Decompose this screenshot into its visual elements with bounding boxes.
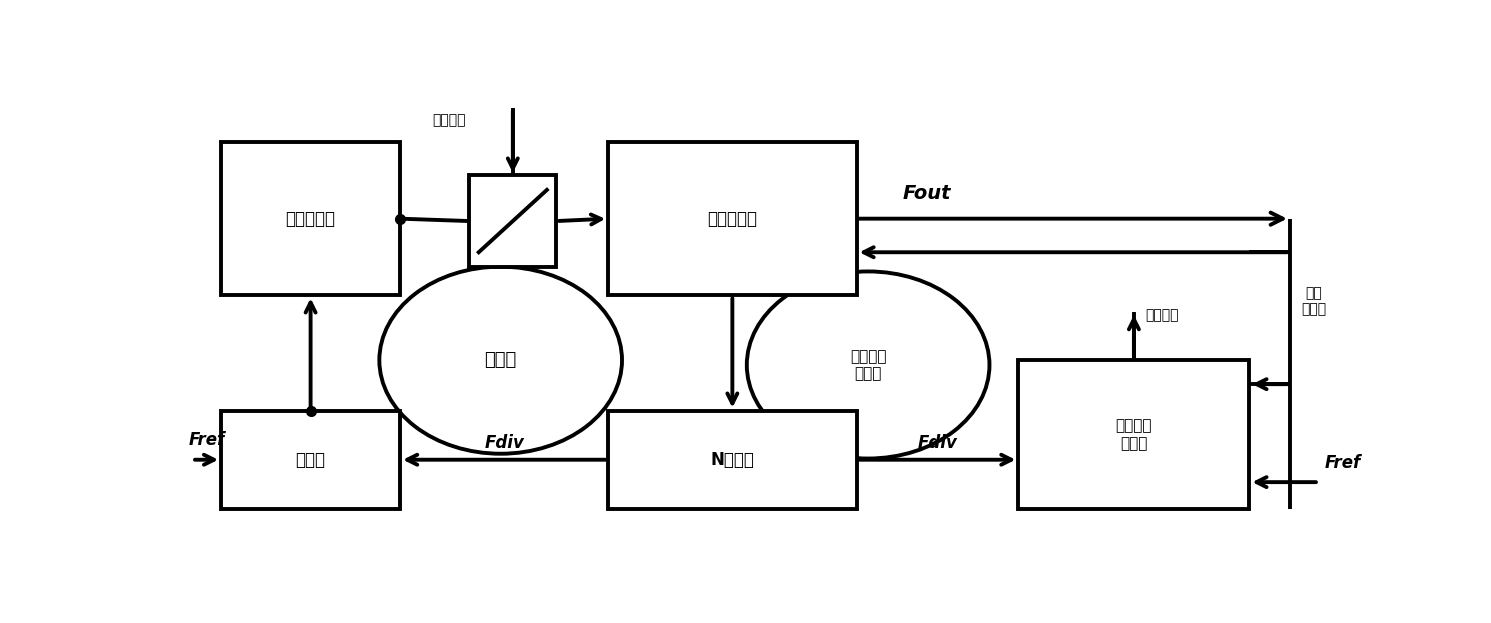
Text: 环路滤波器: 环路滤波器 (286, 210, 335, 227)
FancyBboxPatch shape (221, 142, 400, 295)
Text: N分频器: N分频器 (710, 450, 754, 468)
Text: Fdiv: Fdiv (485, 434, 523, 452)
FancyBboxPatch shape (221, 411, 400, 509)
Text: 压控振荡器: 压控振荡器 (707, 210, 757, 227)
Text: 控能信号: 控能信号 (1145, 308, 1179, 322)
FancyBboxPatch shape (1018, 360, 1249, 509)
Text: 粗调频率
控制块: 粗调频率 控制块 (1115, 418, 1153, 451)
Text: Fdiv: Fdiv (917, 434, 957, 452)
FancyBboxPatch shape (608, 142, 856, 295)
Text: 数字
输入字: 数字 输入字 (1302, 287, 1327, 316)
FancyBboxPatch shape (608, 411, 856, 509)
Text: Fref: Fref (189, 431, 225, 449)
Ellipse shape (747, 272, 990, 459)
Ellipse shape (379, 267, 622, 454)
Text: Fref: Fref (1324, 454, 1361, 472)
Text: 粗调频率
控制环: 粗调频率 控制环 (850, 349, 886, 381)
Text: 锁相环: 锁相环 (485, 351, 517, 369)
Text: 控能信号: 控能信号 (432, 113, 467, 127)
Text: 鉴相器: 鉴相器 (295, 450, 325, 468)
Text: Fout: Fout (904, 184, 951, 204)
FancyBboxPatch shape (470, 176, 556, 267)
